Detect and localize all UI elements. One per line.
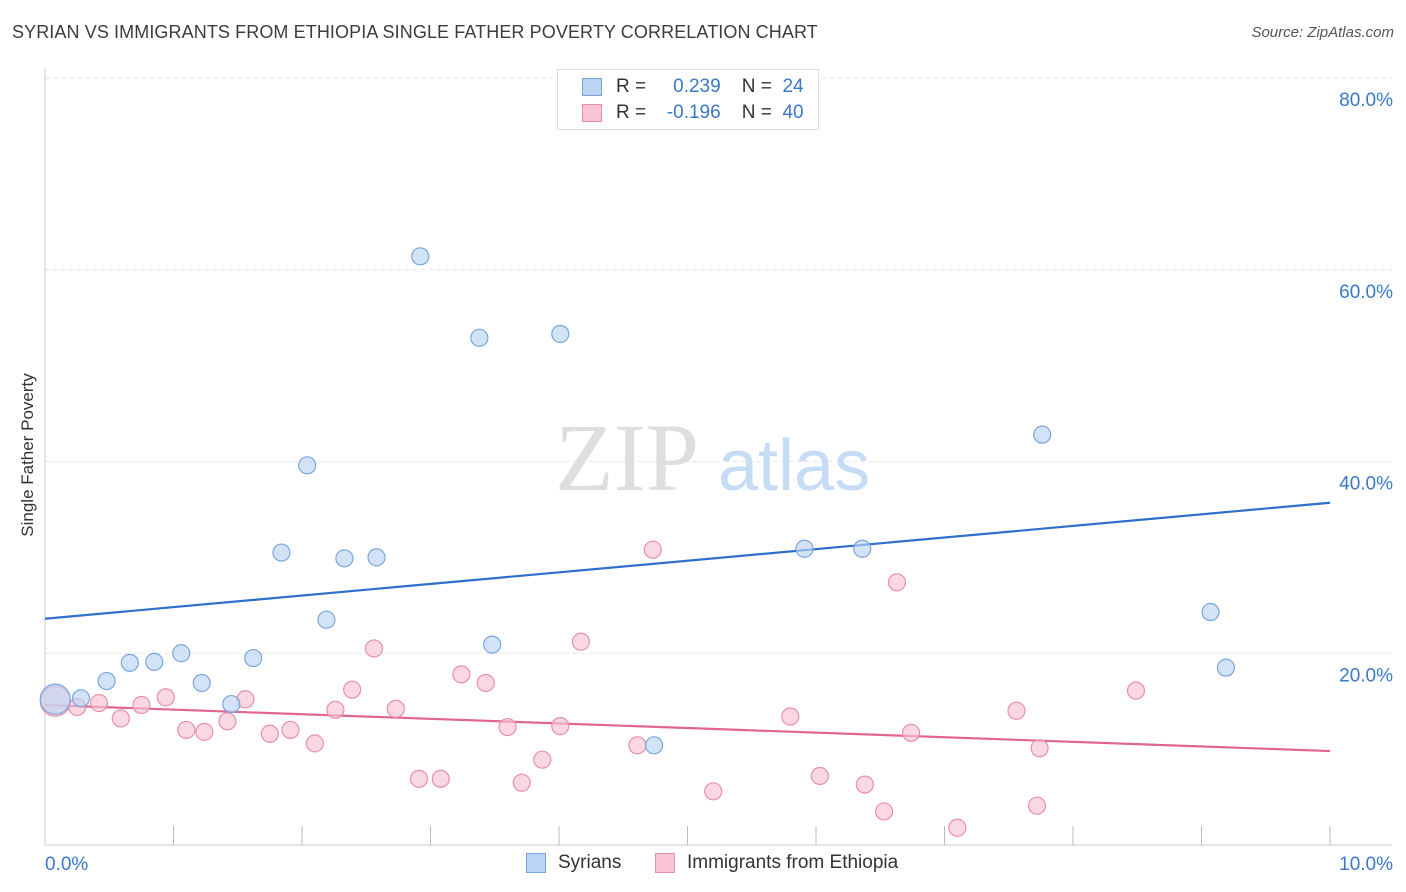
point-syrians	[483, 635, 502, 654]
point-ethiopia	[218, 712, 237, 731]
tick-labels: 20.0% 40.0% 60.0% 80.0% 0.0% 10.0%	[45, 90, 1393, 875]
point-ethiopia	[89, 694, 109, 713]
point-syrians	[1201, 602, 1220, 622]
point-syrians	[298, 456, 317, 475]
point-syrians	[1216, 658, 1236, 677]
data-points	[39, 247, 1236, 837]
point-syrians	[71, 689, 91, 708]
point-ethiopia	[498, 717, 517, 737]
point-ethiopia	[281, 720, 300, 740]
gridlines	[45, 77, 1392, 654]
point-syrians	[120, 653, 139, 672]
trend-lines	[44, 501, 1331, 753]
point-syrians	[470, 328, 489, 347]
axes	[44, 68, 1392, 846]
point-ethiopia	[875, 802, 894, 821]
point-syrians	[192, 673, 211, 693]
bottom-legend-swatch-ethiopia	[655, 853, 675, 873]
point-syrians	[244, 648, 263, 668]
y-tick-label: 40.0%	[1339, 474, 1393, 495]
source-label: Source: ZipAtlas.com	[1251, 24, 1394, 41]
watermark-atlas: atlas	[718, 426, 870, 506]
point-ethiopia	[901, 723, 921, 742]
point-syrians	[411, 247, 430, 266]
point-ethiopia	[887, 573, 907, 592]
point-ethiopia	[948, 818, 967, 837]
point-ethiopia	[260, 724, 279, 743]
point-ethiopia	[1030, 739, 1049, 758]
bottom-legend-label-syrians: Syrians	[558, 852, 622, 873]
bottom-legend-label-ethiopia: Immigrants from Ethiopia	[687, 852, 899, 873]
point-syrians	[39, 683, 71, 715]
x-tick-label: 10.0%	[1339, 854, 1393, 875]
point-ethiopia	[855, 775, 874, 794]
point-ethiopia	[628, 736, 647, 755]
legend-r-label: R =	[616, 102, 647, 123]
legend-n-label: N =	[741, 102, 772, 123]
point-ethiopia	[643, 540, 662, 559]
point-ethiopia	[452, 665, 471, 684]
point-ethiopia	[1126, 681, 1146, 700]
y-tick-label: 80.0%	[1339, 90, 1393, 111]
point-ethiopia	[305, 734, 324, 753]
legend-swatch-syrians	[582, 78, 602, 96]
point-syrians	[644, 736, 664, 755]
legend-r-value: 0.239	[673, 76, 721, 97]
y-tick-label: 60.0%	[1339, 282, 1393, 303]
point-ethiopia	[476, 673, 495, 693]
point-syrians	[222, 694, 241, 714]
point-ethiopia	[409, 769, 429, 788]
point-ethiopia	[512, 773, 531, 792]
point-syrians	[145, 652, 164, 671]
legend-n-value: 24	[782, 76, 804, 97]
trend-line-syrians	[44, 501, 1331, 620]
point-ethiopia	[571, 632, 590, 651]
y-tick-label: 20.0%	[1339, 665, 1393, 686]
point-ethiopia	[364, 639, 384, 658]
legend-n-value: 40	[782, 102, 804, 123]
x-tick-label: 0.0%	[45, 854, 88, 875]
point-syrians	[172, 644, 191, 663]
point-ethiopia	[551, 717, 570, 736]
point-syrians	[1033, 425, 1052, 444]
point-syrians	[317, 610, 336, 629]
legend-swatch-ethiopia	[582, 104, 602, 122]
point-ethiopia	[431, 769, 450, 788]
point-ethiopia	[810, 766, 829, 786]
point-ethiopia	[533, 750, 552, 769]
point-ethiopia	[195, 722, 214, 741]
point-syrians	[551, 324, 570, 344]
point-syrians	[272, 543, 291, 562]
point-ethiopia	[156, 688, 175, 707]
point-ethiopia	[1027, 796, 1047, 815]
bottom-legend-swatch-syrians	[526, 853, 546, 873]
point-syrians	[335, 549, 354, 568]
trend-line-ethiopia	[44, 703, 1331, 753]
point-ethiopia	[781, 707, 800, 726]
watermark-zip: ZIP	[555, 404, 699, 511]
point-ethiopia	[177, 720, 196, 740]
point-syrians	[367, 548, 386, 567]
point-ethiopia	[704, 782, 723, 801]
point-ethiopia	[326, 700, 345, 719]
point-ethiopia	[386, 699, 405, 718]
chart-title: SYRIAN VS IMMIGRANTS FROM ETHIOPIA SINGL…	[12, 22, 818, 42]
point-ethiopia	[343, 680, 362, 699]
legend-n-label: N =	[741, 76, 772, 97]
legend-r-value: -0.196	[666, 102, 721, 123]
correlation-legend: R = 0.239 N = 24 R = -0.196 N = 40	[557, 69, 819, 130]
legend-r-label: R =	[616, 76, 647, 97]
point-syrians	[795, 539, 814, 558]
point-ethiopia	[1007, 701, 1026, 720]
point-syrians	[97, 671, 116, 691]
point-ethiopia	[132, 695, 151, 715]
y-axis-label: Single Father Poverty	[18, 373, 37, 537]
point-syrians	[853, 539, 872, 558]
point-ethiopia	[111, 709, 130, 728]
